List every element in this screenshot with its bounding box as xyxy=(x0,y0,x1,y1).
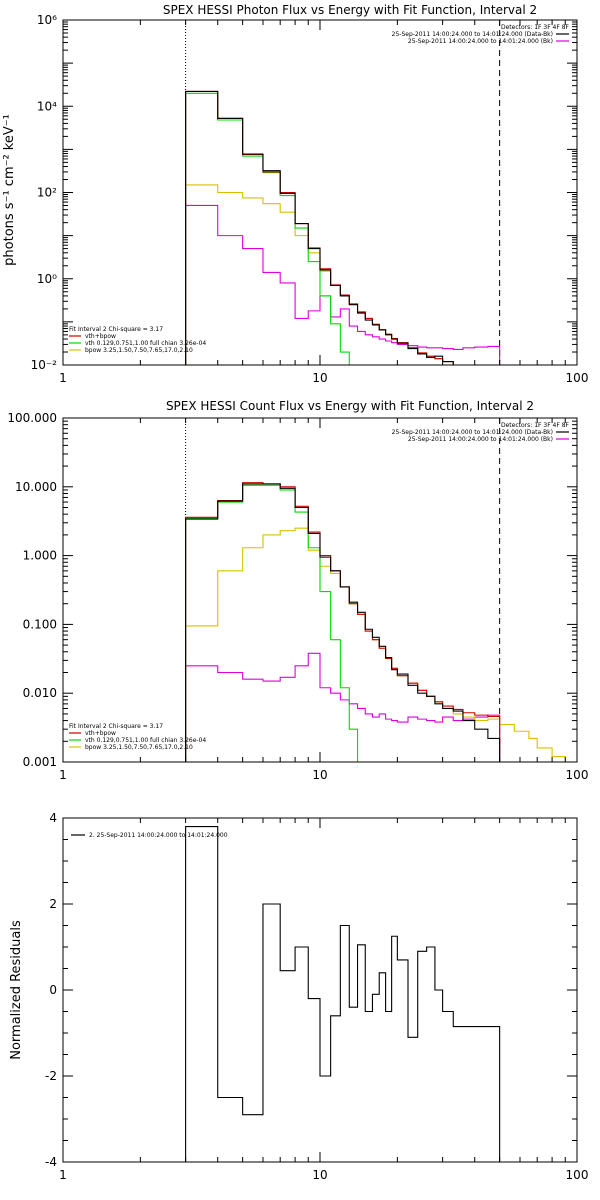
residual-x-tick-label: 1 xyxy=(59,1168,67,1182)
photon-detectors-label: Detectors: 1F 3F 4F 8F xyxy=(501,24,570,31)
residual-legend-entry: 2. 25-Sep-2011 14:00:24.000 to 14:01:24.… xyxy=(89,832,228,839)
photon-series-0 xyxy=(185,90,501,365)
residual-y-tick-label: 0 xyxy=(49,983,57,997)
photon-series-4 xyxy=(185,204,501,365)
count-legend-right-entry: 25-Sep-2011 14:00:24.000 to 14:01:24.000… xyxy=(392,429,553,436)
photon-legend-right-entry: 25-Sep-2011 14:00:24.000 to 14:01:24.000… xyxy=(408,38,553,45)
count-legend-left-entry: vth 0.129,0.751,1.00 full chian 3.26e-04 xyxy=(85,737,206,744)
residual-x-tick-label: 10 xyxy=(312,1168,327,1182)
photon-legend-right-entry: 25-Sep-2011 14:00:24.000 to 14:01:24.000… xyxy=(392,31,553,38)
photon-legend-left-entry: bpow 3.25,1.50,7.50,7.65,17.0,2.10 xyxy=(85,347,193,354)
residuals-panel: Normalized Residuals 1 10 100 -4 -2 0 2 4 2. 25-… xyxy=(9,811,588,1182)
count-x-tick-label: 10 xyxy=(312,768,327,782)
photon-legend-left-entry: vth+bpow xyxy=(85,333,116,340)
count-series-4 xyxy=(185,652,501,762)
photon-y-tick-label: 10⁻² xyxy=(31,358,58,372)
photon-x-tick-label: 10 xyxy=(312,371,327,385)
count-flux-title: SPEX HESSI Count Flux vs Energy with Fit… xyxy=(166,399,534,413)
count-y-tick-label: 10.000 xyxy=(15,480,57,494)
count-legend-right-entry: 25-Sep-2011 14:00:24.000 to 14:01:24.000… xyxy=(408,436,553,443)
count-series-2 xyxy=(185,484,366,762)
count-legend-left-entry: vth+bpow xyxy=(85,730,116,737)
count-fit-interval-label: Fit Interval 2 Chi-square = 3.17 xyxy=(69,723,163,730)
count-y-tick-label: 0.100 xyxy=(23,617,57,631)
photon-y-tick-label: 10⁶ xyxy=(37,13,57,27)
residual-y-tick-label: 4 xyxy=(49,811,57,825)
residual-y-tick-label: -2 xyxy=(45,1069,57,1083)
photon-fit-interval-label: Fit Interval 2 Chi-square = 3.17 xyxy=(69,326,163,333)
photon-x-tick-label: 100 xyxy=(566,371,589,385)
residual-series-group xyxy=(185,826,501,1162)
count-x-tick-label: 100 xyxy=(566,768,589,782)
residuals-ylabel: Normalized Residuals xyxy=(9,920,24,1060)
photon-flux-ylabel: photons s⁻¹ cm⁻² keV⁻¹ xyxy=(2,114,17,266)
count-x-tick-label: 1 xyxy=(59,768,67,782)
count-y-tick-label: 1.000 xyxy=(23,549,57,563)
residual-y-tick-label: 2 xyxy=(49,897,57,911)
photon-flux-panel: SPEX HESSI Photon Flux vs Energy with Fi… xyxy=(2,3,588,385)
count-y-tick-label: 100.000 xyxy=(7,411,57,425)
photon-y-tick-label: 10⁰ xyxy=(37,272,57,286)
residual-x-tick-label: 100 xyxy=(566,1168,589,1182)
count-series-0 xyxy=(185,483,501,762)
count-y-tick-label: 0.010 xyxy=(23,686,57,700)
count-detectors-label: Detectors: 1F 3F 4F 8F xyxy=(501,422,570,429)
photon-flux-title: SPEX HESSI Photon Flux vs Energy with Fi… xyxy=(163,3,537,17)
residual-series-0 xyxy=(185,826,501,1162)
photon-y-tick-label: 10⁴ xyxy=(37,99,57,113)
count-y-tick-label: 0.001 xyxy=(23,755,57,769)
count-series-1 xyxy=(185,482,501,762)
residual-y-tick-label: -4 xyxy=(45,1155,57,1169)
photon-series-2 xyxy=(185,92,359,365)
count-flux-panel: SPEX HESSI Count Flux vs Energy with Fit… xyxy=(7,399,588,782)
count-legend-left-entry: bpow 3.25,1.50,7.50,7.65,17.0,2.10 xyxy=(85,744,193,751)
photon-legend-left-entry: vth 0.129,0.751,1.00 full chian 3.26e-04 xyxy=(85,340,206,347)
photon-series-group xyxy=(185,90,538,365)
photon-x-tick-label: 1 xyxy=(59,371,67,385)
count-series-group xyxy=(185,482,566,762)
photon-y-tick-label: 10² xyxy=(37,186,57,200)
